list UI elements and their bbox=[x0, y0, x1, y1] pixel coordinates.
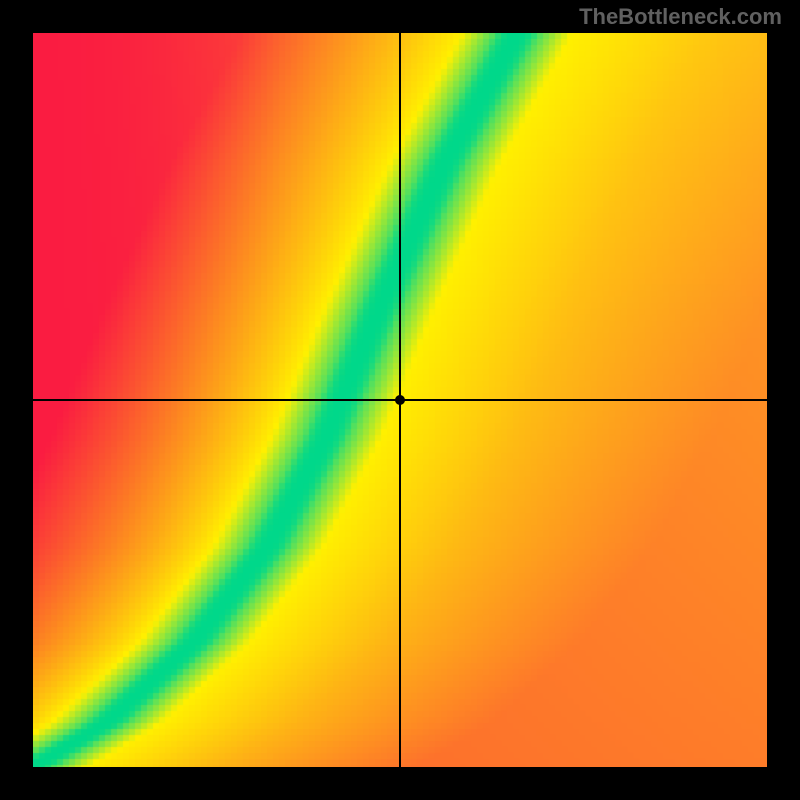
watermark-text: TheBottleneck.com bbox=[579, 4, 782, 30]
crosshair-center-dot bbox=[395, 395, 405, 405]
chart-container: TheBottleneck.com bbox=[0, 0, 800, 800]
